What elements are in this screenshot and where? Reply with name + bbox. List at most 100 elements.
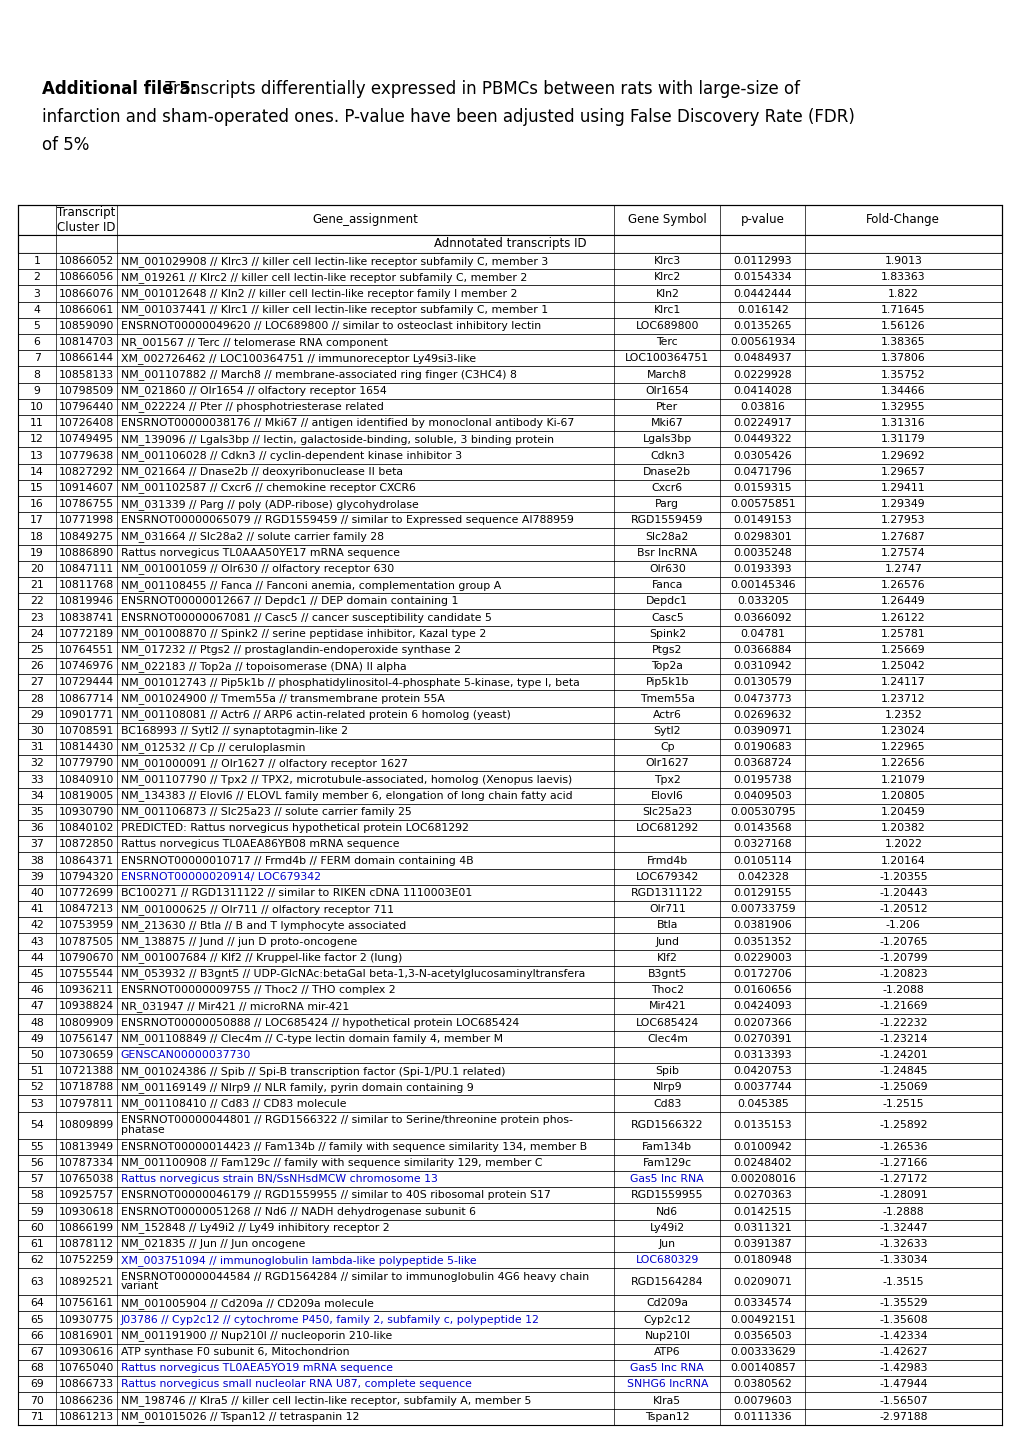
Text: 1: 1: [34, 255, 41, 266]
Text: 56: 56: [31, 1157, 44, 1167]
Bar: [18, 416, 1001, 431]
Text: 10730659: 10730659: [58, 1051, 114, 1061]
Bar: [18, 286, 1001, 302]
Text: 0.0149153: 0.0149153: [733, 515, 791, 525]
Text: 1.20805: 1.20805: [880, 791, 925, 801]
Text: 0.0035248: 0.0035248: [733, 548, 792, 557]
Text: NM_001100908 // Fam129c // family with sequence similarity 129, member C: NM_001100908 // Fam129c // family with s…: [120, 1157, 542, 1169]
Text: 0.04781: 0.04781: [740, 629, 785, 639]
Text: ENSRNOT00000050888 // LOC685424 // hypothetical protein LOC685424: ENSRNOT00000050888 // LOC685424 // hypot…: [120, 1017, 519, 1027]
Text: -1.27166: -1.27166: [878, 1157, 926, 1167]
Bar: [18, 820, 1001, 835]
Text: 10718788: 10718788: [58, 1082, 114, 1092]
Bar: [18, 270, 1001, 286]
Text: 10866733: 10866733: [58, 1380, 114, 1390]
Text: 10765038: 10765038: [58, 1175, 114, 1185]
Text: 0.0449322: 0.0449322: [733, 434, 791, 444]
Text: Gene_assignment: Gene_assignment: [312, 214, 418, 227]
Text: 0.0248402: 0.0248402: [733, 1157, 792, 1167]
Text: 0.00575851: 0.00575851: [730, 499, 795, 509]
Text: 1.31179: 1.31179: [880, 434, 924, 444]
Text: ATP6: ATP6: [653, 1346, 680, 1356]
Text: NM_001108849 // Clec4m // C-type lectin domain family 4, member M: NM_001108849 // Clec4m // C-type lectin …: [120, 1033, 502, 1045]
Text: -1.2088: -1.2088: [881, 986, 923, 996]
Text: 0.00333629: 0.00333629: [730, 1346, 795, 1356]
Text: 18: 18: [31, 531, 44, 541]
Bar: [18, 1268, 1001, 1296]
Text: 1.20459: 1.20459: [880, 807, 925, 817]
Bar: [18, 1253, 1001, 1268]
Text: Nup210l: Nup210l: [644, 1330, 690, 1341]
Text: 30: 30: [31, 726, 44, 736]
Text: 0.0160656: 0.0160656: [733, 986, 792, 996]
Text: J03786 // Cyp2c12 // cytochrome P450, family 2, subfamily c, polypeptide 12: J03786 // Cyp2c12 // cytochrome P450, fa…: [120, 1315, 539, 1325]
Text: 10772699: 10772699: [58, 887, 114, 898]
Bar: [18, 949, 1001, 965]
Text: RGD1311122: RGD1311122: [631, 887, 703, 898]
Text: 45: 45: [31, 968, 44, 978]
Text: Cd83: Cd83: [652, 1098, 681, 1108]
Text: -1.42983: -1.42983: [878, 1364, 926, 1374]
Text: ENSRNOT00000046179 // RGD1559955 // similar to 40S ribosomal protein S17: ENSRNOT00000046179 // RGD1559955 // simi…: [120, 1190, 550, 1201]
Text: 7: 7: [34, 354, 41, 364]
Text: Olr630: Olr630: [648, 564, 685, 574]
Text: NM_001191900 // Nup210l // nucleoporin 210-like: NM_001191900 // Nup210l // nucleoporin 2…: [120, 1330, 391, 1341]
Bar: [18, 528, 1001, 544]
Text: NM_001108410 // Cd83 // CD83 molecule: NM_001108410 // Cd83 // CD83 molecule: [120, 1098, 345, 1110]
Bar: [18, 561, 1001, 577]
Text: ENSRNOT00000009755 // Thoc2 // THO complex 2: ENSRNOT00000009755 // Thoc2 // THO compl…: [120, 986, 395, 996]
Text: 10726408: 10726408: [58, 418, 114, 429]
Bar: [18, 544, 1001, 561]
Bar: [18, 723, 1001, 739]
Text: -1.206: -1.206: [886, 921, 920, 931]
Text: 0.042328: 0.042328: [736, 872, 788, 882]
Bar: [18, 609, 1001, 626]
Text: 1.35752: 1.35752: [880, 369, 924, 380]
Bar: [18, 317, 1001, 333]
Text: 10708591: 10708591: [58, 726, 114, 736]
Text: RGD1559459: RGD1559459: [631, 515, 703, 525]
Text: Klra5: Klra5: [652, 1395, 681, 1405]
Text: Gene Symbol: Gene Symbol: [628, 214, 706, 227]
Text: NM_134383 // Elovl6 // ELOVL family member 6, elongation of long chain fatty aci: NM_134383 // Elovl6 // ELOVL family memb…: [120, 791, 572, 801]
Bar: [18, 1296, 1001, 1312]
Text: 22: 22: [31, 596, 44, 606]
Text: -1.22232: -1.22232: [878, 1017, 926, 1027]
Text: Fam129c: Fam129c: [642, 1157, 691, 1167]
Text: 10867714: 10867714: [58, 694, 114, 704]
Text: 0.0130579: 0.0130579: [733, 677, 792, 687]
Text: 0.0473773: 0.0473773: [733, 694, 791, 704]
Text: 0.0100942: 0.0100942: [733, 1141, 792, 1152]
Text: 24: 24: [31, 629, 44, 639]
Text: 65: 65: [31, 1315, 44, 1325]
Text: 1.21079: 1.21079: [880, 775, 925, 785]
Text: 20: 20: [31, 564, 44, 574]
Text: -1.20355: -1.20355: [878, 872, 926, 882]
Text: 1.29692: 1.29692: [880, 450, 924, 460]
Text: 0.0159315: 0.0159315: [733, 483, 791, 494]
Text: 0.0142515: 0.0142515: [733, 1206, 791, 1216]
Text: 58: 58: [31, 1190, 44, 1201]
Text: 10813949: 10813949: [58, 1141, 114, 1152]
Text: Casc5: Casc5: [650, 612, 683, 622]
Text: GENSCAN00000037730: GENSCAN00000037730: [120, 1051, 251, 1061]
Text: 61: 61: [31, 1240, 44, 1248]
Text: XM_002726462 // LOC100364751 // immunoreceptor Ly49si3-like: XM_002726462 // LOC100364751 // immunore…: [120, 354, 475, 364]
Bar: [18, 1392, 1001, 1408]
Text: 0.0135153: 0.0135153: [733, 1120, 791, 1130]
Bar: [18, 674, 1001, 690]
Text: 60: 60: [31, 1222, 44, 1232]
Text: 0.0129155: 0.0129155: [733, 887, 791, 898]
Text: 10816901: 10816901: [58, 1330, 114, 1341]
Text: Kln2: Kln2: [655, 289, 679, 299]
Bar: [18, 1328, 1001, 1343]
Text: 10772189: 10772189: [58, 629, 114, 639]
Text: ENSRNOT00000051268 // Nd6 // NADH dehydrogenase subunit 6: ENSRNOT00000051268 // Nd6 // NADH dehydr…: [120, 1206, 475, 1216]
Text: -1.23214: -1.23214: [878, 1033, 926, 1043]
Text: 16: 16: [31, 499, 44, 509]
Text: 64: 64: [31, 1299, 44, 1309]
Text: NM_022224 // Pter // phosphotriesterase related: NM_022224 // Pter // phosphotriesterase …: [120, 401, 383, 413]
Text: -1.47944: -1.47944: [878, 1380, 926, 1390]
Text: LOC680329: LOC680329: [635, 1255, 698, 1266]
Text: 10925757: 10925757: [58, 1190, 114, 1201]
